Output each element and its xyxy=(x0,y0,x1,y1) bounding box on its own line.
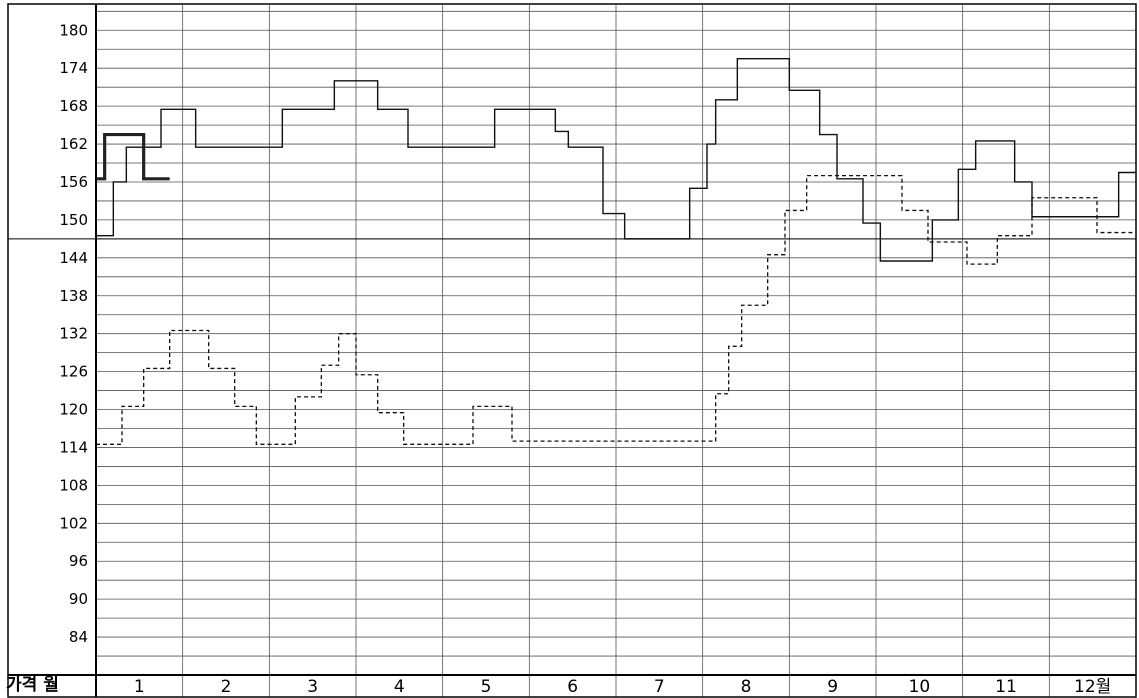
y-tick-label: 114 xyxy=(59,438,88,456)
x-tick-label: 4 xyxy=(394,677,405,697)
grid-layer xyxy=(8,5,1136,697)
y-tick-label: 174 xyxy=(59,59,88,77)
x-tick-label: 8 xyxy=(741,677,752,697)
y-tick-label: 156 xyxy=(59,173,88,191)
x-tick-label: 9 xyxy=(827,677,838,697)
y-tick-label: 138 xyxy=(59,287,88,305)
y-tick-label: 108 xyxy=(59,476,88,494)
outer-frame xyxy=(7,3,1137,698)
y-tick-label: 84 xyxy=(69,628,88,646)
y-tick-label: 102 xyxy=(59,514,88,532)
series-thin-solid xyxy=(96,58,1136,262)
x-tick-label: 12월 xyxy=(1074,677,1111,697)
y-tick-label: 90 xyxy=(69,590,88,608)
x-tick-label: 5 xyxy=(481,677,492,697)
x-tick-label: 3 xyxy=(307,677,318,697)
y-tick-label: 126 xyxy=(59,363,88,381)
y-tick-label: 150 xyxy=(59,211,88,229)
y-tick-label: 162 xyxy=(59,135,88,153)
y-tick-label: 144 xyxy=(59,249,88,267)
y-tick-label: 96 xyxy=(69,552,88,570)
series-dashed xyxy=(96,175,1136,445)
x-tick-label: 11 xyxy=(995,677,1017,697)
y-tick-label: 180 xyxy=(59,21,88,39)
series-layer xyxy=(96,58,1136,445)
y-tick-label: 132 xyxy=(59,325,88,343)
x-tick-label: 2 xyxy=(221,677,232,697)
y-tick-label: 168 xyxy=(59,97,88,115)
x-tick-label: 6 xyxy=(567,677,578,697)
tick-layer: 1801741681621561501441381321261201141081… xyxy=(59,21,1111,697)
y-tick-label: 120 xyxy=(59,401,88,419)
series-thick-solid xyxy=(96,132,170,181)
x-tick-label: 1 xyxy=(134,677,145,697)
corner-label: 가격 월 xyxy=(6,675,59,695)
x-tick-label: 10 xyxy=(909,677,931,697)
x-tick-label: 7 xyxy=(654,677,665,697)
frame-layer xyxy=(7,3,1137,698)
